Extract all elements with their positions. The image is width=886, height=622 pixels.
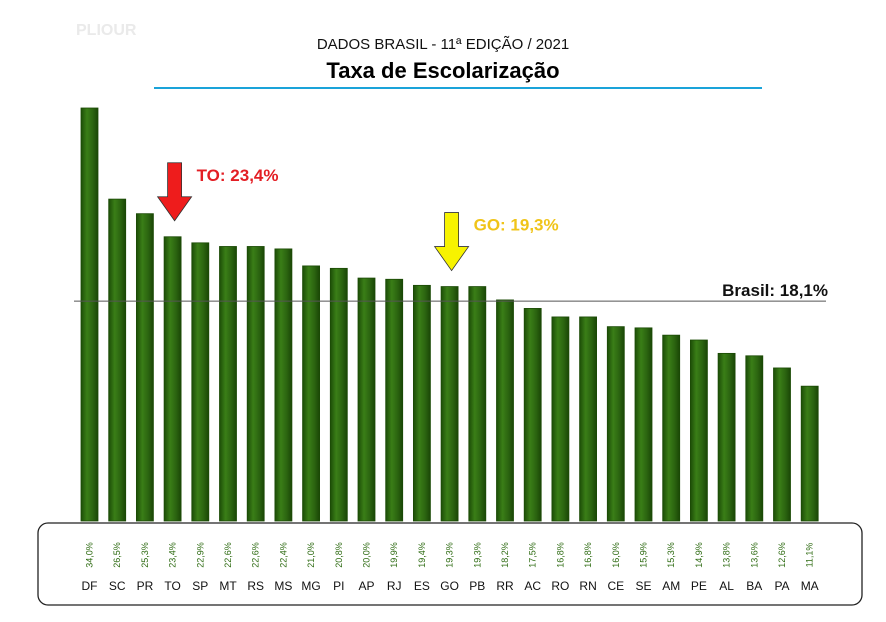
value-label-df: 34,0% [85,542,95,568]
to-highlight-label: TO: 23,4% [197,166,279,185]
category-label-pb: PB [469,579,485,593]
value-label-sp: 22,9% [195,542,205,568]
category-label-sc: SC [109,579,126,593]
bar-rs [246,246,265,522]
value-label-pa: 12,6% [777,542,787,568]
go-arrow-icon [433,212,470,272]
value-label-to: 23,4% [168,542,178,568]
bar-ma [800,385,819,522]
category-label-ro: RO [551,579,569,593]
title-underline [154,87,762,89]
category-label-df: DF [82,579,98,593]
category-label-rr: RR [496,579,514,593]
value-label-al: 13,8% [722,542,732,568]
category-label-pa: PA [774,579,789,593]
bar-pe [690,339,708,522]
category-label-ce: CE [607,579,624,593]
category-labels-group: DF SC PR TO SP MT RS MS MG PI AP RJ ES GO PB RR AC RO RN CE… [82,579,819,593]
value-label-rn: 16,8% [583,542,593,568]
bar-mt [219,246,237,522]
bar-pr [135,213,154,522]
value-label-rr: 18,2% [500,542,510,568]
value-label-ro: 16,8% [555,542,565,568]
category-label-ba: BA [746,579,762,593]
value-label-ms: 22,4% [278,542,288,568]
bar-es [412,284,431,522]
category-label-go: GO [440,579,459,593]
category-label-ms: MS [274,579,292,593]
value-label-pb: 19,3% [472,542,482,568]
bar-ce [606,326,625,522]
brasil-reference-label: Brasil: 18,1% [722,281,828,300]
labels-panel [37,522,863,606]
value-label-sc: 26,5% [112,542,122,568]
faint-logo-text: PLIOUR [76,22,137,39]
value-label-ce: 16,0% [611,542,621,568]
bar-pi [329,267,348,522]
go-highlight-label: GO: 19,3% [474,216,559,235]
category-label-ac: AC [524,579,541,593]
category-label-am: AM [662,579,680,593]
bar-mg [302,265,321,522]
category-label-pe: PE [691,579,707,593]
bar-rj [385,278,404,522]
bar-am [662,334,681,522]
bar-sc [108,198,127,522]
to-arrow-icon [156,162,193,222]
category-label-rj: RJ [387,579,402,593]
bar-al [717,352,736,522]
category-label-ap: AP [358,579,374,593]
value-label-am: 15,3% [666,542,676,568]
category-label-pr: PR [137,579,154,593]
bar-df [80,107,99,522]
bar-sp [191,242,210,522]
bar-pa [773,367,791,522]
category-label-rs: RS [247,579,264,593]
bar-pb [468,286,487,522]
value-label-ba: 13,6% [749,542,759,568]
category-label-ma: MA [801,579,819,593]
value-label-rs: 22,6% [251,542,261,568]
value-label-mg: 21,0% [306,542,316,568]
bar-ac [523,308,542,522]
value-label-ap: 20,0% [362,542,372,568]
category-label-rn: RN [579,579,596,593]
chart-subtitle: DADOS BRASIL - 11ª EDIÇÃO / 2021 [316,36,570,53]
category-label-mg: MG [301,579,320,593]
category-label-sp: SP [192,579,208,593]
category-label-to: TO [164,579,180,593]
value-label-go: 19,3% [445,542,455,568]
value-label-ma: 11,1% [805,543,815,568]
value-label-mt: 22,6% [223,542,233,568]
value-labels-group: 34,0% 26,5% 25,3% 23,4% 22,9% 22,6% 22,6% 22,4%… [85,542,815,568]
value-label-es: 19,4% [417,542,427,568]
bar-to [163,236,182,522]
bars-group [80,107,819,522]
value-label-ac: 17,5% [528,542,538,568]
bar-go [440,286,459,522]
bar-rn [579,316,597,522]
bar-ro [551,316,570,522]
category-label-pi: PI [333,579,344,593]
category-label-es: ES [414,579,430,593]
bar-ms [274,248,293,522]
category-label-al: AL [719,579,734,593]
value-label-se: 15,9% [639,542,649,568]
value-label-rj: 19,9% [389,542,399,568]
highlight-arrows-group: TO: 23,4% GO: 19,3% [156,162,559,272]
value-label-pe: 14,9% [694,542,704,568]
bar-ba [745,355,764,522]
bar-rr [496,299,514,522]
category-label-se: SE [635,579,651,593]
chart-title: Taxa de Escolarização [326,58,560,83]
bar-ap [357,277,376,522]
value-label-pr: 25,3% [140,542,150,568]
value-label-pi: 20,8% [334,542,344,568]
bar-se [634,327,653,522]
category-label-mt: MT [219,579,237,593]
